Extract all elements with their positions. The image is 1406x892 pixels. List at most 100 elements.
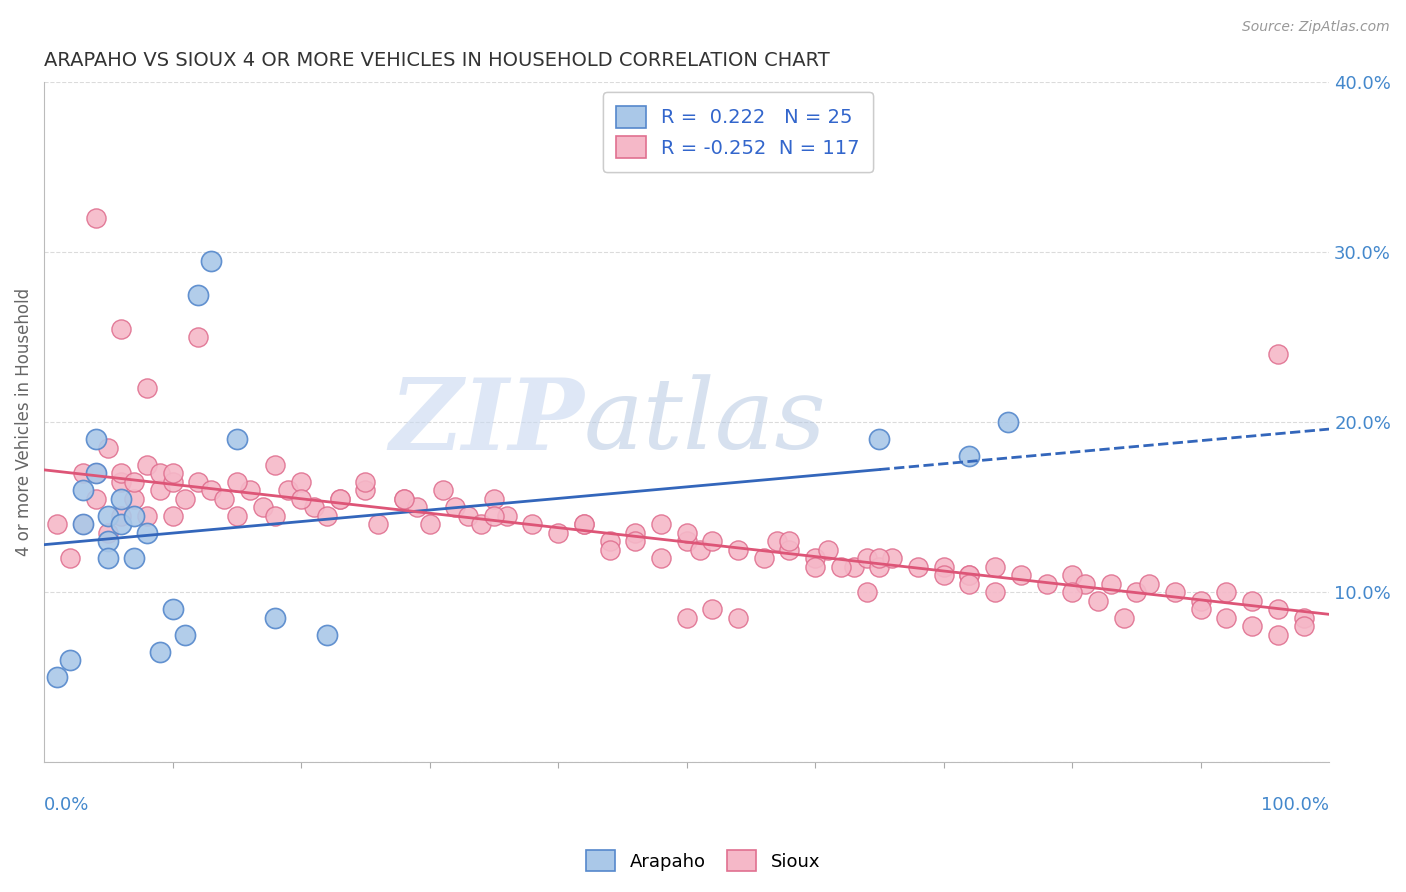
Point (392, 491, 415, 506)
Point (329, 491, 352, 506)
Point (830, 559, 852, 574)
Point (122, 551, 145, 566)
Point (1189, 602, 1212, 616)
Point (702, 534, 724, 549)
Point (239, 483, 262, 498)
Point (932, 568, 955, 582)
Point (200, 483, 222, 498)
Point (932, 559, 955, 574)
Point (444, 500, 467, 515)
Point (1099, 576, 1122, 591)
Point (72, 517, 94, 532)
Point (1010, 568, 1032, 582)
Point (97, 441, 120, 455)
Point (1125, 585, 1147, 599)
Point (122, 491, 145, 506)
Point (689, 542, 711, 557)
Point (277, 483, 299, 498)
Point (110, 467, 132, 481)
Point (329, 491, 352, 506)
Point (122, 508, 145, 523)
Point (264, 458, 287, 472)
Point (59, 551, 82, 566)
Point (675, 525, 697, 540)
Point (495, 508, 517, 523)
Point (84, 467, 107, 481)
Text: atlas: atlas (583, 375, 827, 470)
Point (572, 517, 595, 532)
Point (1267, 347, 1289, 361)
Point (572, 517, 595, 532)
Point (135, 525, 157, 540)
Point (457, 508, 479, 523)
Point (1241, 619, 1264, 633)
Text: ARAPAHO VS SIOUX 4 OR MORE VEHICLES IN HOUSEHOLD CORRELATION CHART: ARAPAHO VS SIOUX 4 OR MORE VEHICLES IN H… (44, 51, 830, 70)
Point (984, 585, 1007, 599)
Point (46, 517, 69, 532)
Point (162, 602, 184, 616)
Point (225, 432, 247, 446)
Point (470, 517, 492, 532)
Point (225, 508, 247, 523)
Point (779, 542, 801, 557)
Point (46, 670, 69, 684)
Point (84, 211, 107, 226)
Point (290, 491, 312, 506)
Point (957, 568, 980, 582)
Point (225, 475, 247, 489)
Point (869, 432, 891, 446)
Point (869, 551, 891, 566)
Point (765, 534, 787, 549)
Point (110, 517, 132, 532)
Point (162, 467, 184, 481)
Point (97, 508, 120, 523)
Point (135, 381, 157, 395)
Point (97, 525, 120, 540)
Point (264, 508, 287, 523)
Point (1267, 628, 1289, 642)
Point (84, 432, 107, 446)
Point (149, 467, 172, 481)
Point (869, 559, 891, 574)
Point (650, 551, 672, 566)
Legend: Arapaho, Sioux: Arapaho, Sioux (579, 843, 827, 879)
Point (212, 491, 235, 506)
Point (187, 475, 209, 489)
Point (122, 475, 145, 489)
Point (135, 508, 157, 523)
Point (804, 551, 827, 566)
Point (675, 534, 697, 549)
Point (624, 525, 647, 540)
Point (405, 500, 427, 515)
Point (149, 645, 172, 659)
Point (1292, 619, 1315, 633)
Point (752, 551, 775, 566)
Point (419, 517, 441, 532)
Point (354, 483, 377, 498)
Point (354, 475, 377, 489)
Point (817, 542, 839, 557)
Point (957, 568, 980, 582)
Point (72, 517, 94, 532)
Point (727, 611, 749, 625)
Point (1241, 593, 1264, 607)
Point (1062, 585, 1084, 599)
Point (135, 458, 157, 472)
Point (1137, 576, 1160, 591)
Text: 0.0%: 0.0% (44, 797, 90, 814)
Legend: R =  0.222   N = 25, R = -0.252  N = 117: R = 0.222 N = 25, R = -0.252 N = 117 (603, 92, 873, 172)
Point (302, 500, 325, 515)
Point (1087, 593, 1109, 607)
Point (997, 415, 1019, 429)
Point (187, 330, 209, 344)
Point (200, 253, 222, 268)
Point (482, 508, 505, 523)
Point (367, 517, 389, 532)
Point (855, 551, 877, 566)
Point (84, 467, 107, 481)
Point (599, 534, 621, 549)
Point (162, 508, 184, 523)
Point (1215, 585, 1237, 599)
Point (264, 611, 287, 625)
Point (842, 559, 865, 574)
